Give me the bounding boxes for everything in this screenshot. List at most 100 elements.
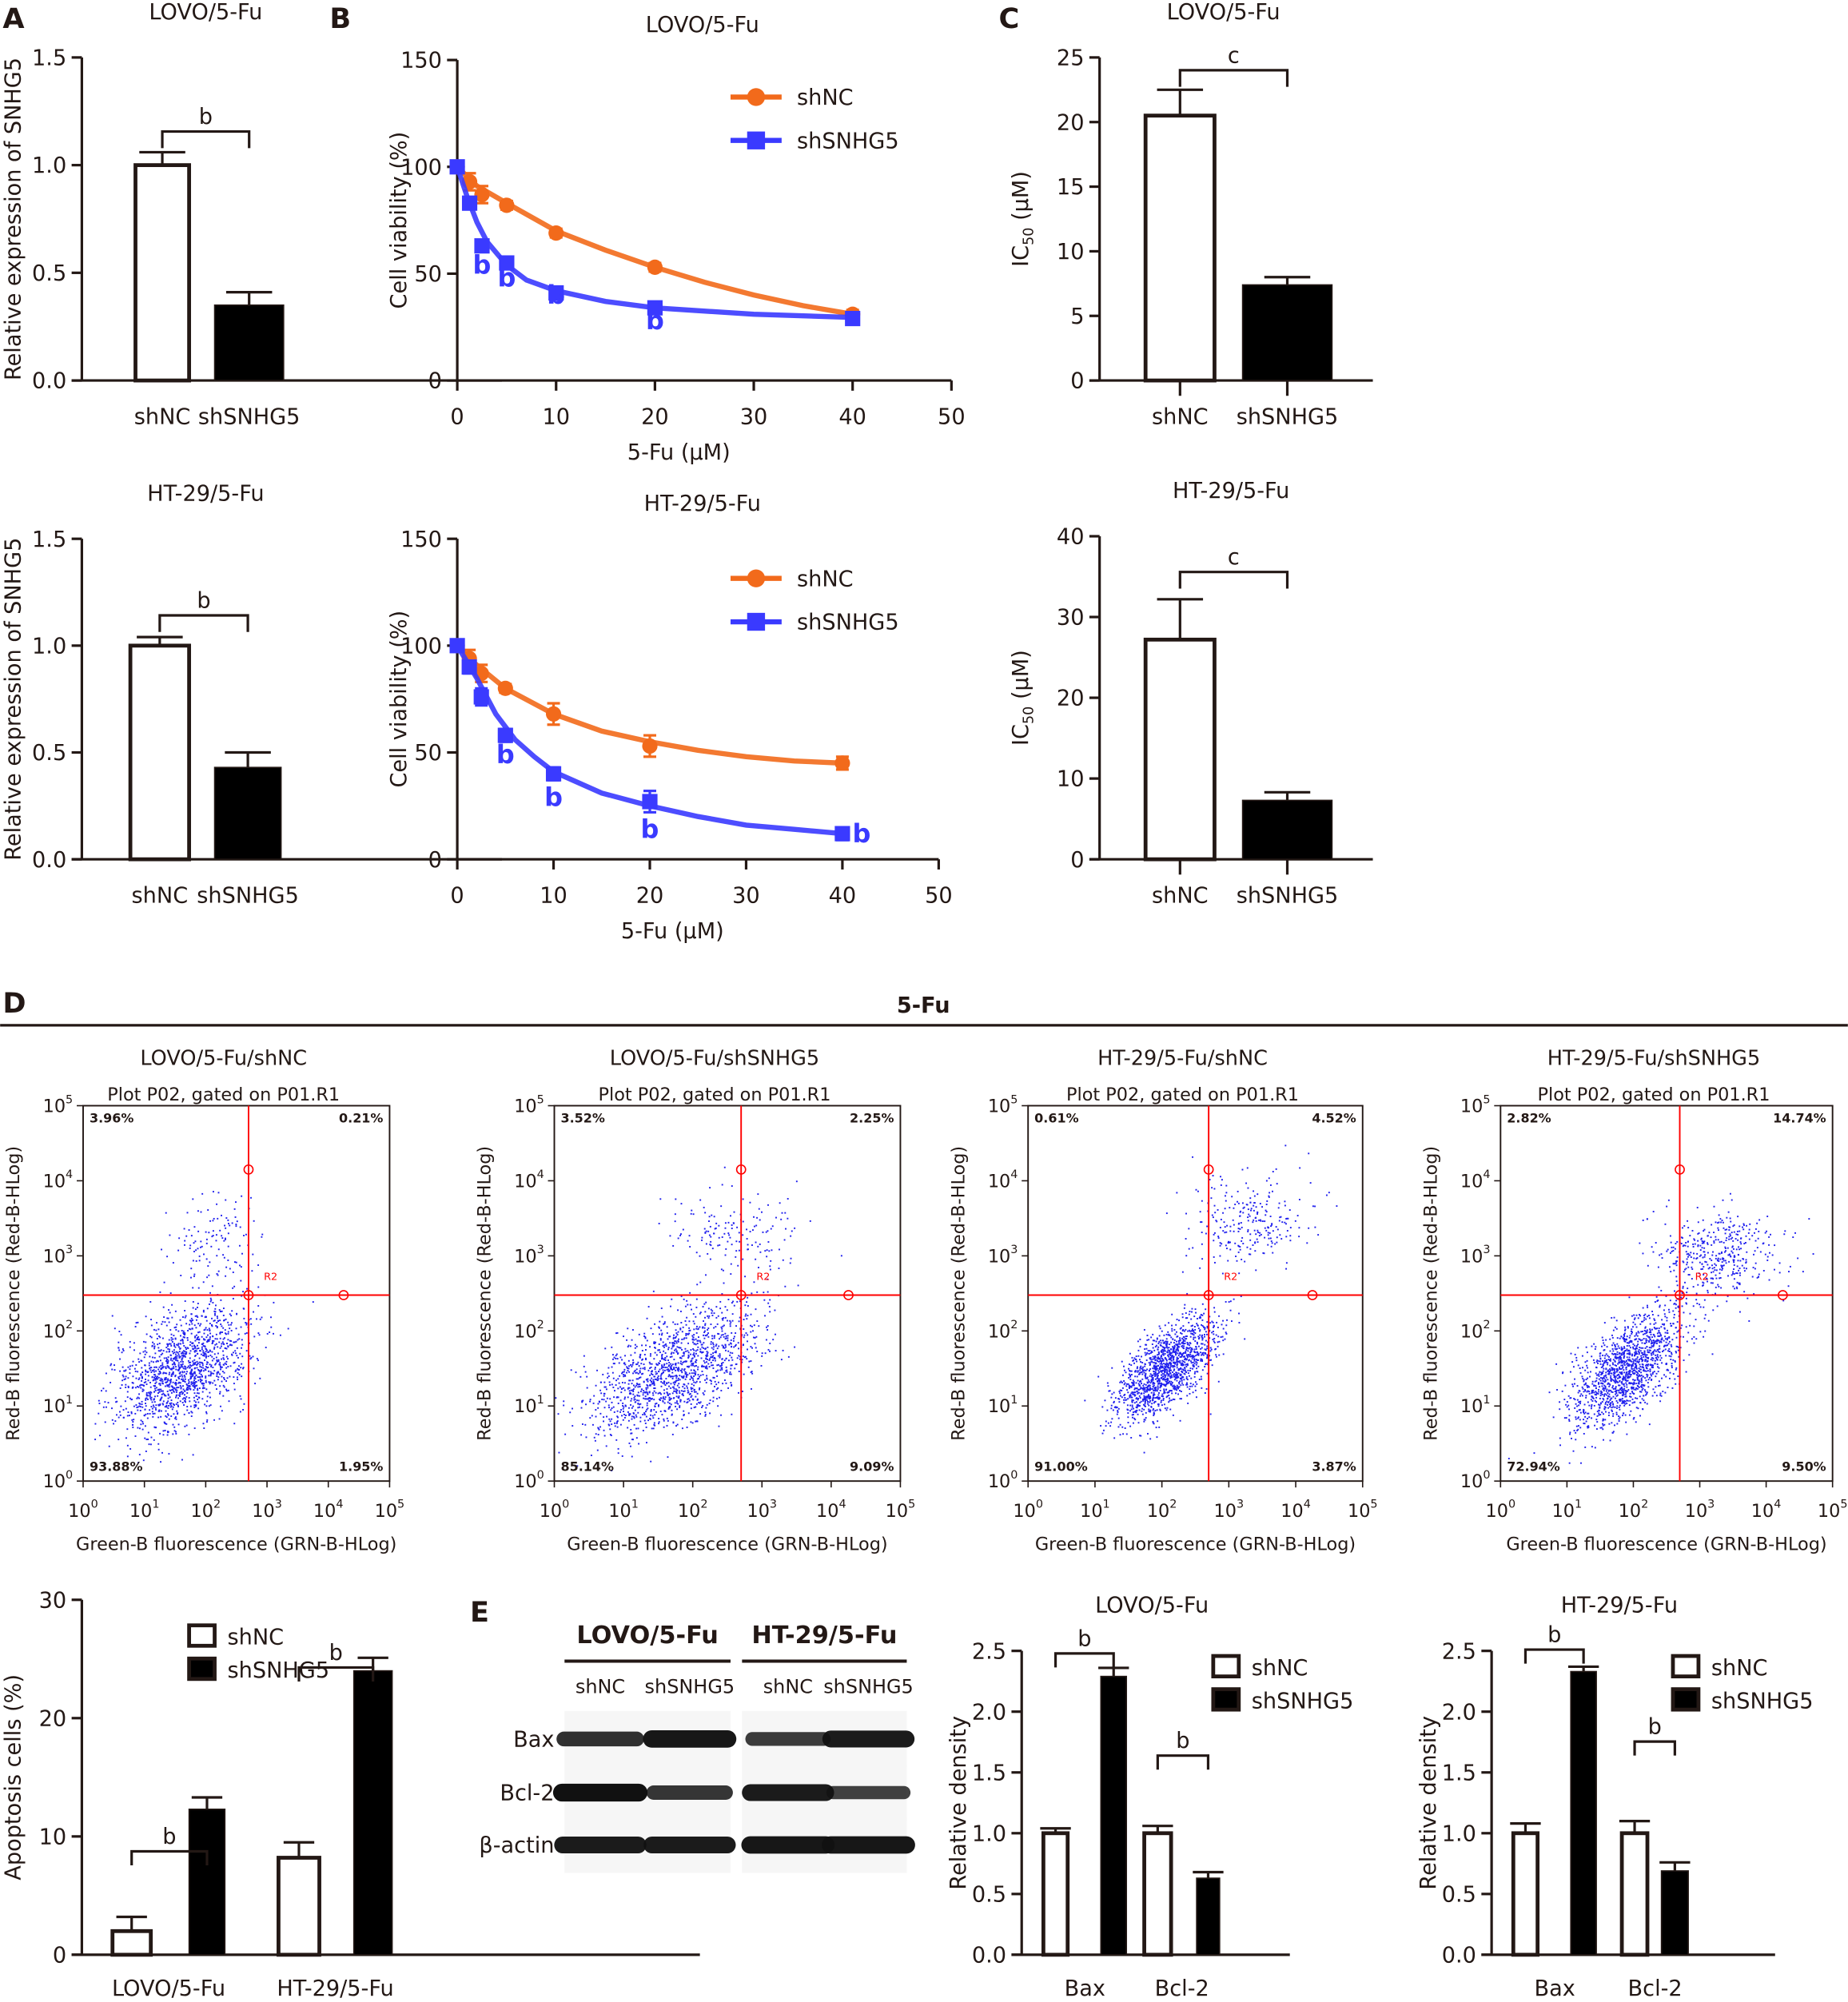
event-dot (1152, 1385, 1154, 1387)
event-dot (1141, 1362, 1144, 1363)
event-dot (1141, 1383, 1143, 1385)
y-tick-label: 102 (514, 1319, 544, 1342)
event-dot (211, 1372, 213, 1375)
event-dot (1156, 1377, 1158, 1379)
event-dot (736, 1357, 739, 1359)
event-dot (1157, 1360, 1159, 1362)
event-dot (211, 1236, 213, 1238)
event-dot (679, 1347, 682, 1349)
event-dot (654, 1323, 656, 1325)
event-dot (195, 1395, 197, 1397)
event-dot (564, 1433, 567, 1435)
event-dot (713, 1216, 715, 1218)
event-dot (1181, 1379, 1183, 1382)
event-dot (129, 1372, 131, 1375)
event-dot (1264, 1236, 1266, 1239)
event-dot (673, 1343, 675, 1345)
event-dot (167, 1413, 169, 1415)
event-dot (723, 1347, 726, 1349)
event-dot (657, 1379, 659, 1381)
event-dot (637, 1391, 639, 1394)
event-dot (1200, 1347, 1202, 1350)
event-dot (149, 1369, 152, 1371)
event-dot (653, 1387, 655, 1390)
event-dot (177, 1369, 180, 1371)
event-dot (647, 1387, 649, 1389)
event-dot (1165, 1383, 1168, 1386)
event-dot (1197, 1353, 1200, 1355)
event-dot (597, 1407, 599, 1409)
event-dot (1155, 1374, 1157, 1376)
event-dot (679, 1375, 681, 1377)
x-tick-label: 10 (540, 883, 568, 908)
event-dot (712, 1390, 715, 1392)
event-dot (1151, 1360, 1153, 1363)
event-dot (666, 1332, 668, 1334)
event-dot (667, 1394, 669, 1396)
event-dot (685, 1323, 687, 1326)
event-dot (1137, 1340, 1139, 1343)
event-dot (1140, 1361, 1142, 1363)
event-dot (185, 1387, 188, 1390)
event-dot (652, 1382, 654, 1384)
event-dot (174, 1346, 177, 1348)
event-dot (155, 1329, 157, 1331)
event-dot (220, 1299, 222, 1301)
event-dot (227, 1321, 229, 1323)
event-dot (721, 1367, 723, 1369)
event-dot (159, 1379, 161, 1382)
event-dot (253, 1311, 255, 1313)
event-dot (770, 1260, 772, 1262)
event-dot (1195, 1363, 1197, 1366)
event-dot (645, 1415, 647, 1418)
event-dot (239, 1226, 241, 1228)
event-dot (692, 1362, 695, 1364)
event-dot (1160, 1370, 1162, 1372)
event-dot (1160, 1382, 1162, 1384)
event-dot (150, 1367, 153, 1369)
event-dot (639, 1403, 642, 1405)
event-dot (753, 1225, 755, 1228)
event-dot (716, 1398, 718, 1400)
event-dot (239, 1411, 241, 1413)
event-dot (226, 1343, 228, 1345)
event-dot (581, 1423, 583, 1425)
event-dot (1138, 1391, 1140, 1394)
event-dot (1127, 1383, 1129, 1385)
event-dot (233, 1361, 236, 1363)
event-dot (1148, 1352, 1150, 1355)
event-dot (1197, 1354, 1200, 1356)
event-dot (1265, 1209, 1267, 1212)
event-dot (233, 1208, 236, 1210)
event-dot (637, 1378, 639, 1380)
event-dot (627, 1419, 630, 1422)
event-dot (687, 1350, 689, 1352)
event-dot (158, 1409, 161, 1411)
event-dot (702, 1306, 704, 1307)
event-dot (193, 1273, 196, 1276)
event-dot (127, 1387, 129, 1389)
event-dot (1137, 1349, 1140, 1351)
event-dot (1169, 1372, 1172, 1375)
event-dot (707, 1230, 710, 1232)
event-dot (617, 1416, 619, 1419)
event-dot (209, 1374, 212, 1376)
event-dot (684, 1371, 687, 1373)
event-dot (1145, 1377, 1147, 1379)
event-dot (196, 1367, 198, 1369)
event-dot (649, 1346, 651, 1348)
event-dot (1149, 1384, 1151, 1387)
event-dot (1126, 1408, 1129, 1411)
event-dot (1253, 1219, 1255, 1221)
event-dot (693, 1381, 695, 1383)
event-dot (1137, 1366, 1138, 1368)
event-dot (235, 1224, 237, 1225)
event-dot (245, 1323, 248, 1326)
event-dot (715, 1316, 718, 1319)
event-dot (1180, 1363, 1182, 1365)
event-dot (134, 1387, 137, 1389)
event-dot (755, 1347, 757, 1349)
event-dot (695, 1420, 697, 1423)
event-dot (227, 1366, 229, 1367)
event-dot (1164, 1342, 1166, 1344)
